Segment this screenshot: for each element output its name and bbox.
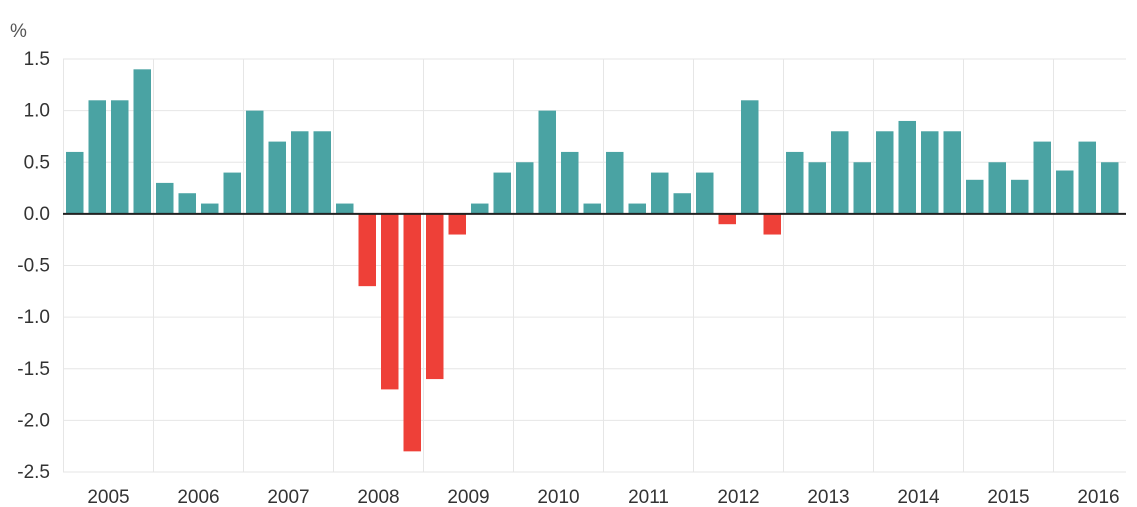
bar	[111, 100, 129, 214]
bars	[66, 69, 1119, 452]
bar	[358, 213, 376, 287]
bar	[561, 151, 579, 214]
bar	[1011, 179, 1029, 214]
x-axis-ticks: 2005 2006 2007 2008 2009 2010 2011 2012 2013 2014…	[87, 487, 1119, 507]
bar	[313, 131, 331, 214]
bar	[606, 151, 624, 214]
bar	[718, 213, 736, 225]
bar	[471, 203, 489, 214]
bar	[156, 182, 174, 214]
y-axis-unit-label: %	[10, 21, 27, 42]
y-tick-label: -1.0	[17, 307, 50, 328]
x-tick-label: 2007	[267, 487, 309, 507]
bar	[966, 179, 984, 214]
gridlines	[63, 58, 1126, 473]
bar	[88, 100, 106, 214]
y-tick-label: 0.0	[24, 204, 50, 225]
bar	[1101, 162, 1119, 214]
bar	[223, 172, 241, 214]
bar	[381, 213, 399, 390]
bar	[763, 213, 781, 235]
bar	[808, 162, 826, 214]
bar	[786, 151, 804, 214]
x-tick-label: 2009	[447, 487, 489, 507]
bar	[673, 193, 691, 214]
bar	[876, 131, 894, 214]
x-tick-label: 2006	[177, 487, 219, 507]
x-tick-label: 2015	[987, 487, 1029, 507]
x-tick-label: 2014	[897, 487, 940, 507]
bar	[268, 141, 286, 214]
bar	[448, 213, 466, 235]
bar	[493, 172, 511, 214]
y-tick-label: -1.5	[17, 359, 50, 380]
bar	[853, 162, 871, 214]
bar	[988, 162, 1006, 214]
bar	[628, 203, 646, 214]
bar	[943, 131, 961, 214]
y-tick-label: 1.5	[24, 49, 50, 70]
bar	[538, 110, 556, 214]
x-tick-label: 2010	[537, 487, 579, 507]
bar	[516, 162, 534, 214]
x-tick-label: 2011	[628, 487, 669, 507]
bar	[291, 131, 309, 214]
y-tick-label: 0.5	[24, 152, 50, 173]
bar	[426, 213, 444, 380]
y-tick-label: -2.5	[17, 462, 50, 483]
y-tick-label: -0.5	[17, 256, 50, 277]
x-tick-label: 2005	[87, 487, 129, 507]
bar	[178, 193, 196, 214]
bar	[921, 131, 939, 214]
bar	[133, 69, 151, 214]
x-tick-label: 2012	[717, 487, 759, 507]
bar	[1056, 170, 1074, 214]
bar	[583, 203, 601, 214]
bar	[66, 151, 84, 214]
x-tick-label: 2016	[1077, 487, 1119, 507]
bar	[1033, 141, 1051, 214]
bar	[741, 100, 759, 214]
y-axis-ticks: 1.5 1.0 0.5 0.0 -0.5 -1.0 -1.5 -2.0 -2.5	[17, 49, 50, 483]
x-tick-label: 2013	[807, 487, 849, 507]
y-tick-label: 1.0	[24, 101, 50, 122]
y-tick-label: -2.0	[17, 410, 50, 431]
bar	[1078, 141, 1096, 214]
bar	[336, 203, 354, 214]
bar	[898, 120, 916, 214]
bar	[246, 110, 264, 214]
bar	[831, 131, 849, 214]
x-tick-label: 2008	[357, 487, 399, 507]
bar	[651, 172, 669, 214]
bar	[403, 213, 421, 452]
bar	[696, 172, 714, 214]
bar	[201, 203, 219, 214]
